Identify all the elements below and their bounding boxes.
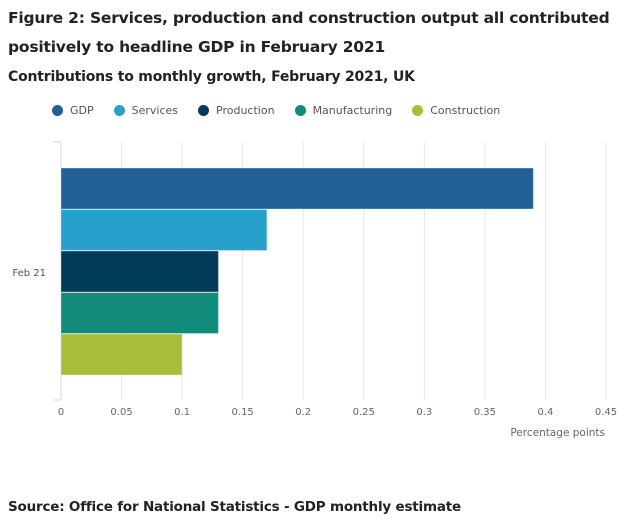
bar-services <box>60 209 268 251</box>
x-tick-label: 0 <box>58 407 64 418</box>
x-tick-label: 0.35 <box>474 407 496 418</box>
legend-item-services[interactable]: Services <box>113 104 179 117</box>
x-tick-label: 0.25 <box>353 407 375 418</box>
chart-legend: GDP Services Production Manufacturing Constr… <box>52 104 520 117</box>
legend-swatch <box>52 105 63 116</box>
bar-manufacturing <box>60 292 219 334</box>
legend-swatch <box>294 105 306 116</box>
legend-item-gdp[interactable]: GDP <box>52 104 94 117</box>
legend-item-construction[interactable]: Construction <box>412 104 500 117</box>
legend-label: Construction <box>430 104 501 117</box>
bar-gdp <box>60 167 534 210</box>
legend-swatch <box>113 105 125 116</box>
legend-item-production[interactable]: Production <box>198 104 275 117</box>
x-axis-label: Percentage points <box>510 427 605 439</box>
legend-label: GDP <box>70 104 94 117</box>
source-note: Source: Office for National Statistics -… <box>8 499 461 515</box>
legend-item-manufacturing[interactable]: Manufacturing <box>294 104 393 117</box>
legend-label: Manufacturing <box>312 104 393 117</box>
x-tick-label: 0.3 <box>416 407 432 418</box>
x-tick-label: 0.1 <box>174 407 190 418</box>
chart-subtitle: Contributions to monthly growth, Februar… <box>8 69 415 85</box>
x-tick-label: 0.45 <box>595 407 617 418</box>
legend-swatch <box>412 105 424 116</box>
chart-title: Figure 2: Services, production and const… <box>8 9 610 56</box>
x-tick-label: 0.4 <box>537 407 553 418</box>
bar-chart: Feb 21 0 0.05 0.1 0.15 0.2 0.25 0.3 0.35 0.4 0.45 P… <box>12 141 617 439</box>
bar-production <box>60 250 219 293</box>
x-tick-label: 0.05 <box>110 407 132 418</box>
x-tick-label: 0.15 <box>232 407 254 418</box>
bar-construction <box>60 333 183 376</box>
legend-label: Production <box>216 104 275 117</box>
category-label: Feb 21 <box>12 268 46 279</box>
x-tick-label: 0.2 <box>295 407 311 418</box>
legend-swatch <box>198 105 210 116</box>
legend-label: Services <box>131 104 179 117</box>
